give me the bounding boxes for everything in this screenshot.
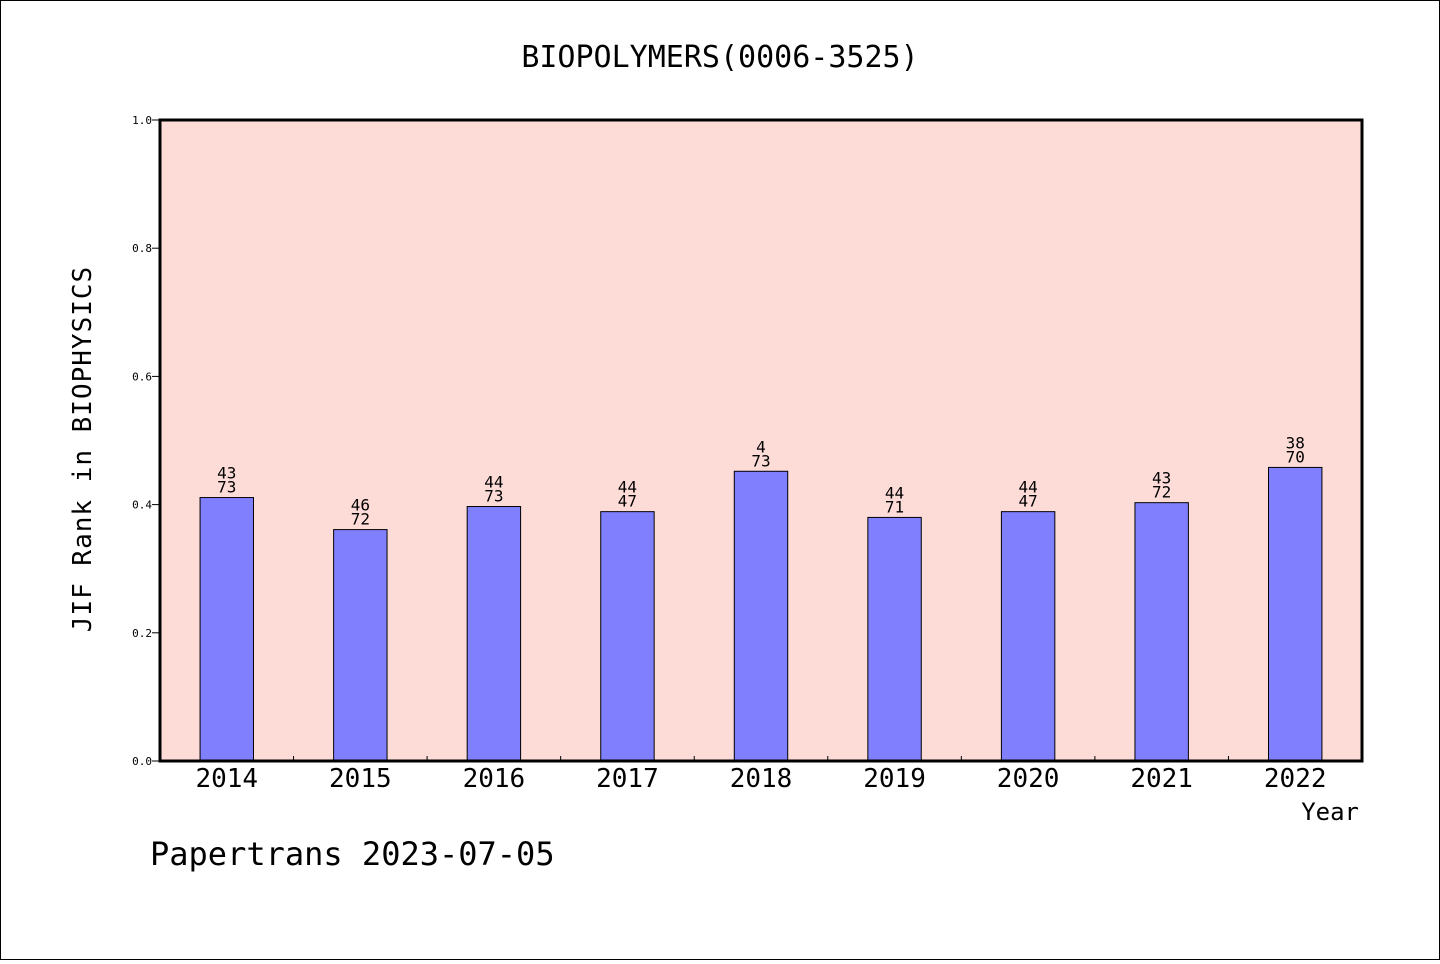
- x-tick-label: 2017: [596, 764, 659, 794]
- bar-total-label: 73: [484, 487, 503, 506]
- bar-total-label: 72: [351, 510, 370, 529]
- bar-total-label: 72: [1152, 483, 1171, 502]
- bar-rank-label: 43: [217, 464, 236, 483]
- bar-2021: [1134, 502, 1189, 762]
- y-tick-label: 0.0: [132, 755, 152, 768]
- bar-rank-label: 44: [1018, 478, 1037, 497]
- x-tick-label: 2019: [863, 764, 926, 794]
- bar-rank-label: 44: [885, 483, 904, 502]
- bars: [199, 466, 1323, 762]
- y-tick-label: 0.8: [132, 242, 152, 255]
- y-axis-label: JIF Rank in BIOPHYSICS: [68, 266, 98, 632]
- bar-rank-label: 44: [618, 478, 637, 497]
- bar-2022: [1268, 466, 1323, 762]
- x-tick-label: 2018: [730, 764, 793, 794]
- x-tick-label: 2022: [1264, 764, 1327, 794]
- bar-rank-label: 4: [756, 437, 766, 456]
- y-tick-label: 0.2: [132, 627, 152, 640]
- bar-2014: [199, 497, 254, 762]
- bar-total-label: 71: [885, 497, 904, 516]
- bar-rank-label: 38: [1286, 433, 1305, 452]
- chart-title: BIOPOLYMERS(0006-3525): [521, 40, 918, 75]
- bar-total-label: 47: [1018, 492, 1037, 511]
- y-tick-label: 1.0: [132, 114, 152, 127]
- bar-total-label: 73: [217, 478, 236, 497]
- plot-border: [158, 118, 1364, 763]
- x-axis-label: Year: [1301, 798, 1359, 826]
- bar-2016: [466, 506, 522, 762]
- x-tick-label: 2016: [463, 764, 526, 794]
- x-tick-label: 2015: [329, 764, 392, 794]
- bar-2018: [733, 470, 789, 762]
- y-axis-ticks: 0.0 0.2 0.4 0.6 0.8 1.0: [132, 114, 160, 768]
- bar-rank-label: 44: [484, 473, 503, 492]
- y-tick-label: 0.6: [132, 370, 152, 383]
- x-axis-ticks: 2014 2015 2016 2017 2018 2019 2020 2021 2022: [195, 756, 1327, 794]
- bar-2019: [867, 516, 922, 762]
- bar-2015: [333, 529, 388, 762]
- bar-total-label: 70: [1286, 447, 1305, 466]
- bar-2017: [600, 511, 655, 762]
- bar-total-label: 47: [618, 492, 637, 511]
- bar-rank-label: 43: [1152, 469, 1171, 488]
- y-tick-label: 0.4: [132, 499, 152, 512]
- bar-total-label: 73: [751, 451, 770, 470]
- bar-2020: [1000, 511, 1056, 762]
- x-tick-label: 2021: [1130, 764, 1193, 794]
- x-tick-label: 2014: [195, 764, 258, 794]
- footer-watermark: Papertrans 2023-07-05: [150, 835, 555, 873]
- x-tick-label: 2020: [997, 764, 1060, 794]
- bar-rank-label: 46: [351, 496, 370, 515]
